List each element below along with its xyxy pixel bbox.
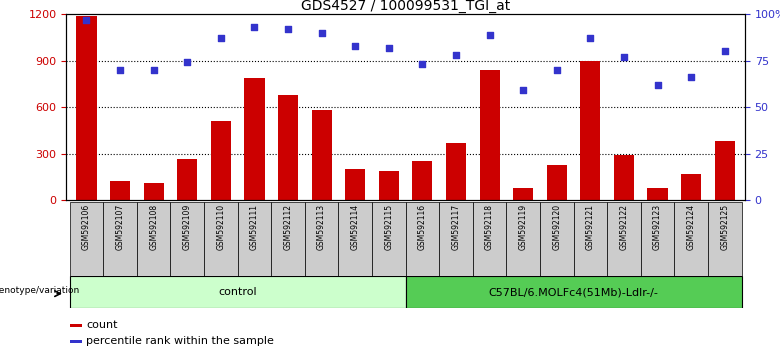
- FancyBboxPatch shape: [573, 202, 607, 276]
- FancyBboxPatch shape: [439, 202, 473, 276]
- Text: GSM592119: GSM592119: [519, 204, 528, 250]
- Bar: [69, 340, 82, 343]
- Point: [618, 54, 630, 60]
- Text: GSM592125: GSM592125: [720, 204, 729, 250]
- Bar: [480, 70, 500, 200]
- Bar: [681, 175, 701, 200]
- Text: GSM592111: GSM592111: [250, 204, 259, 250]
- FancyBboxPatch shape: [171, 202, 204, 276]
- FancyBboxPatch shape: [69, 276, 406, 308]
- Text: GSM592122: GSM592122: [619, 204, 629, 250]
- Bar: [446, 143, 466, 200]
- Text: count: count: [86, 320, 118, 330]
- FancyBboxPatch shape: [540, 202, 573, 276]
- Point: [181, 59, 193, 65]
- Text: GSM592124: GSM592124: [686, 204, 696, 250]
- Bar: [278, 95, 298, 200]
- FancyBboxPatch shape: [136, 202, 171, 276]
- Point: [685, 75, 697, 80]
- FancyBboxPatch shape: [372, 202, 406, 276]
- FancyBboxPatch shape: [271, 202, 305, 276]
- Title: GDS4527 / 100099531_TGI_at: GDS4527 / 100099531_TGI_at: [301, 0, 510, 13]
- Bar: [614, 155, 634, 200]
- Point: [215, 35, 227, 41]
- Point: [349, 43, 361, 48]
- FancyBboxPatch shape: [103, 202, 136, 276]
- Bar: [580, 61, 601, 200]
- FancyBboxPatch shape: [607, 202, 640, 276]
- Bar: [413, 160, 432, 200]
- Text: genotype/variation: genotype/variation: [0, 286, 80, 295]
- Text: GSM592109: GSM592109: [183, 204, 192, 250]
- Bar: [110, 181, 130, 200]
- Text: GSM592115: GSM592115: [385, 204, 393, 250]
- Point: [484, 32, 496, 38]
- Point: [382, 45, 395, 51]
- Text: GSM592106: GSM592106: [82, 204, 91, 250]
- Point: [651, 82, 664, 88]
- Text: GSM592116: GSM592116: [418, 204, 427, 250]
- Bar: [513, 188, 534, 200]
- Bar: [69, 324, 82, 327]
- Bar: [345, 169, 365, 200]
- Bar: [144, 183, 164, 200]
- FancyBboxPatch shape: [708, 202, 742, 276]
- Bar: [547, 165, 567, 200]
- Text: GSM592107: GSM592107: [115, 204, 125, 250]
- Text: C57BL/6.MOLFc4(51Mb)-Ldlr-/-: C57BL/6.MOLFc4(51Mb)-Ldlr-/-: [488, 287, 658, 297]
- Text: GSM592114: GSM592114: [351, 204, 360, 250]
- Bar: [76, 16, 97, 200]
- Text: GSM592117: GSM592117: [452, 204, 460, 250]
- Bar: [379, 171, 399, 200]
- Text: GSM592110: GSM592110: [216, 204, 225, 250]
- Point: [147, 67, 160, 73]
- Point: [450, 52, 463, 58]
- Text: GSM592108: GSM592108: [149, 204, 158, 250]
- FancyBboxPatch shape: [204, 202, 238, 276]
- Point: [417, 62, 429, 67]
- Point: [551, 67, 563, 73]
- Text: GSM592112: GSM592112: [283, 204, 292, 250]
- Text: GSM592120: GSM592120: [552, 204, 562, 250]
- Point: [114, 67, 126, 73]
- Point: [282, 26, 294, 32]
- Bar: [714, 141, 735, 200]
- FancyBboxPatch shape: [406, 276, 742, 308]
- Text: control: control: [218, 287, 257, 297]
- Bar: [311, 110, 332, 200]
- Text: percentile rank within the sample: percentile rank within the sample: [86, 336, 274, 346]
- Bar: [647, 188, 668, 200]
- FancyBboxPatch shape: [406, 202, 439, 276]
- Point: [315, 30, 328, 36]
- FancyBboxPatch shape: [305, 202, 339, 276]
- Point: [80, 17, 93, 23]
- Point: [718, 48, 731, 54]
- Text: GSM592113: GSM592113: [317, 204, 326, 250]
- FancyBboxPatch shape: [339, 202, 372, 276]
- FancyBboxPatch shape: [69, 202, 103, 276]
- Bar: [211, 121, 231, 200]
- FancyBboxPatch shape: [238, 202, 271, 276]
- Text: GSM592121: GSM592121: [586, 204, 595, 250]
- Point: [517, 87, 530, 93]
- FancyBboxPatch shape: [640, 202, 675, 276]
- Bar: [177, 159, 197, 200]
- Bar: [244, 78, 264, 200]
- FancyBboxPatch shape: [506, 202, 540, 276]
- FancyBboxPatch shape: [473, 202, 506, 276]
- FancyBboxPatch shape: [675, 202, 708, 276]
- Point: [584, 35, 597, 41]
- Point: [248, 24, 261, 30]
- Text: GSM592123: GSM592123: [653, 204, 662, 250]
- Text: GSM592118: GSM592118: [485, 204, 494, 250]
